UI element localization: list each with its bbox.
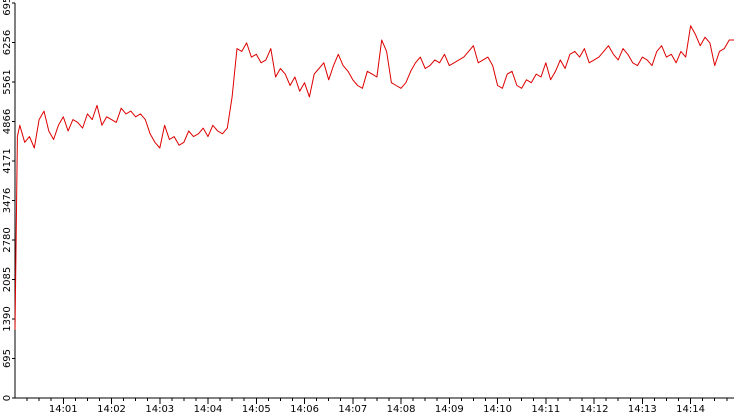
x-tick-label: 14:02	[97, 404, 126, 415]
y-tick-label: 5561	[2, 69, 13, 94]
x-tick-label: 14:13	[628, 404, 657, 415]
x-tick-label: 14:05	[242, 404, 271, 415]
x-tick-label: 14:14	[676, 404, 705, 415]
x-axis: 14:01 14:02 14:03 14:04 14:05 14:06 14:07 14:08…	[15, 397, 734, 415]
y-tick-label: 2085	[2, 267, 13, 292]
x-tick-label: 14:03	[145, 404, 174, 415]
x-tick-label: 14:01	[49, 404, 78, 415]
y-tick-label: 0	[2, 395, 13, 401]
x-tick-label: 14:04	[194, 404, 223, 415]
x-tick-label: 14:08	[387, 404, 416, 415]
series-line	[14, 25, 734, 330]
y-tick-label: 6952	[2, 0, 13, 16]
y-tick-label: 695	[2, 349, 13, 368]
plot-area	[14, 25, 734, 330]
y-tick-label: 3476	[2, 188, 13, 213]
x-tick-label: 14:11	[531, 404, 560, 415]
x-tick-label: 14:10	[483, 404, 512, 415]
y-tick-label: 2780	[2, 227, 13, 252]
y-tick-label: 6256	[2, 30, 13, 55]
x-tick-label: 14:06	[290, 404, 319, 415]
x-tick-label: 14:07	[338, 404, 367, 415]
y-tick-label: 4171	[2, 148, 13, 173]
x-tick-label: 14:12	[580, 404, 609, 415]
y-axis: 0 695 1390 2085 2780 3476 4171 4866 5561 6256 6952	[2, 0, 16, 401]
y-tick-label: 4866	[2, 109, 13, 134]
y-tick-label: 1390	[2, 306, 13, 331]
x-tick-label: 14:09	[435, 404, 464, 415]
